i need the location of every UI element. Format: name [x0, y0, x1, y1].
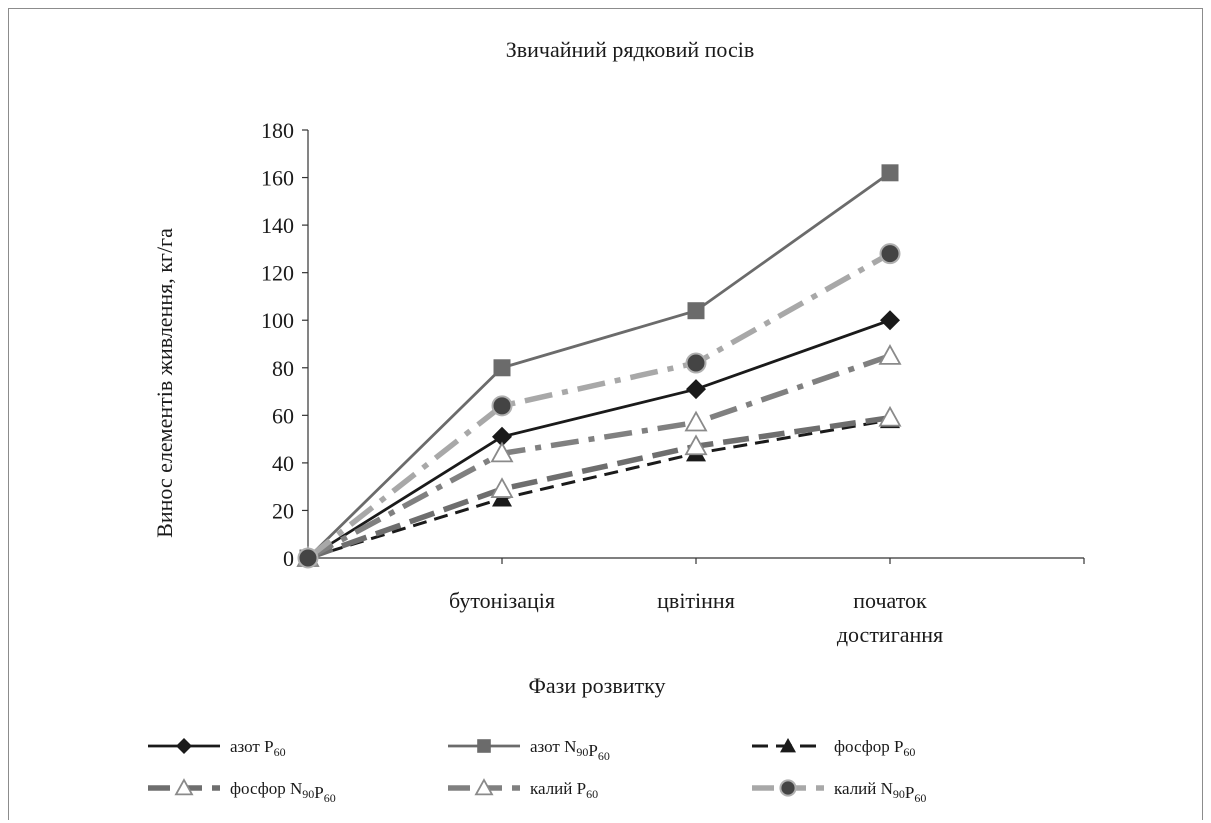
x-tick-label: бутонізація	[449, 588, 555, 613]
x-axis-label: Фази розвитку	[529, 673, 666, 698]
data-point-open-triangle	[878, 344, 902, 365]
data-point-open-triangle	[174, 778, 194, 796]
data-point-circle	[491, 395, 513, 417]
data-point-circle	[297, 547, 319, 569]
legend-item: калий P60	[448, 778, 598, 801]
x-tick-label: цвітіння	[657, 588, 735, 613]
series-3	[298, 410, 900, 566]
series-6	[297, 243, 901, 569]
data-point-square	[881, 164, 899, 182]
data-point-triangle	[780, 738, 796, 753]
legend-label: азот N90P60	[530, 737, 610, 763]
data-point-diamond	[492, 426, 512, 447]
chart-frame	[8, 8, 1203, 820]
data-point-square	[493, 359, 511, 377]
y-tick-label: 40	[272, 451, 294, 476]
legend-item: фосфор N90P60	[148, 778, 336, 805]
legend-label: фосфор P60	[834, 737, 915, 759]
series-5	[296, 344, 902, 567]
data-point-open-triangle	[490, 477, 514, 498]
y-tick-label: 100	[261, 308, 294, 333]
legend-item: азот P60	[148, 737, 286, 759]
legend-item: фосфор P60	[752, 737, 915, 759]
data-point-circle	[779, 779, 797, 797]
series-line	[307, 414, 891, 561]
chart-title: Звичайний рядковий посів	[506, 37, 755, 62]
data-point-diamond	[176, 738, 192, 754]
data-point-circle	[879, 243, 901, 265]
series-line	[307, 418, 891, 560]
data-point-open-triangle	[878, 405, 902, 427]
y-tick-label: 140	[261, 213, 294, 238]
legend-label: фосфор N90P60	[230, 779, 336, 805]
data-point-diamond	[880, 310, 900, 331]
legend-item: азот N90P60	[448, 737, 610, 763]
y-tick-label: 80	[272, 356, 294, 381]
y-tick-label: 60	[272, 403, 294, 428]
y-tick-label: 120	[261, 261, 294, 286]
legend-label: калий P60	[530, 779, 598, 801]
legend: азот P60 азот N90P60 фосфор P60 фосфор N90P…	[148, 737, 926, 805]
series-4	[296, 405, 902, 567]
series-layer	[296, 164, 902, 569]
data-point-square	[687, 302, 705, 320]
y-tick-label: 160	[261, 166, 294, 191]
series-line	[306, 353, 891, 561]
legend-item: калий N90P60	[752, 779, 926, 805]
data-point-open-triangle	[684, 410, 708, 432]
y-tick-label: 0	[283, 546, 294, 571]
y-tick-label: 20	[272, 498, 294, 523]
y-axis-label: Винос елементів живлення, кг/га	[152, 228, 177, 538]
axes: 0 20 40 60 80 100 120 140 160 180 бутонізація цвіті…	[261, 118, 1085, 647]
series-line	[307, 171, 891, 559]
data-point-diamond	[686, 379, 706, 400]
x-tick-label: початок достигання	[837, 588, 943, 647]
series-line	[307, 318, 891, 560]
data-point-open-triangle	[684, 434, 708, 456]
data-point-open-triangle	[490, 441, 514, 463]
legend-label: азот P60	[230, 737, 286, 759]
y-tick-label: 180	[261, 118, 294, 143]
legend-label: калий N90P60	[834, 779, 926, 805]
data-point-square	[477, 739, 491, 753]
data-point-open-triangle	[474, 778, 494, 796]
series-line	[306, 251, 892, 561]
data-point-circle	[685, 352, 707, 374]
